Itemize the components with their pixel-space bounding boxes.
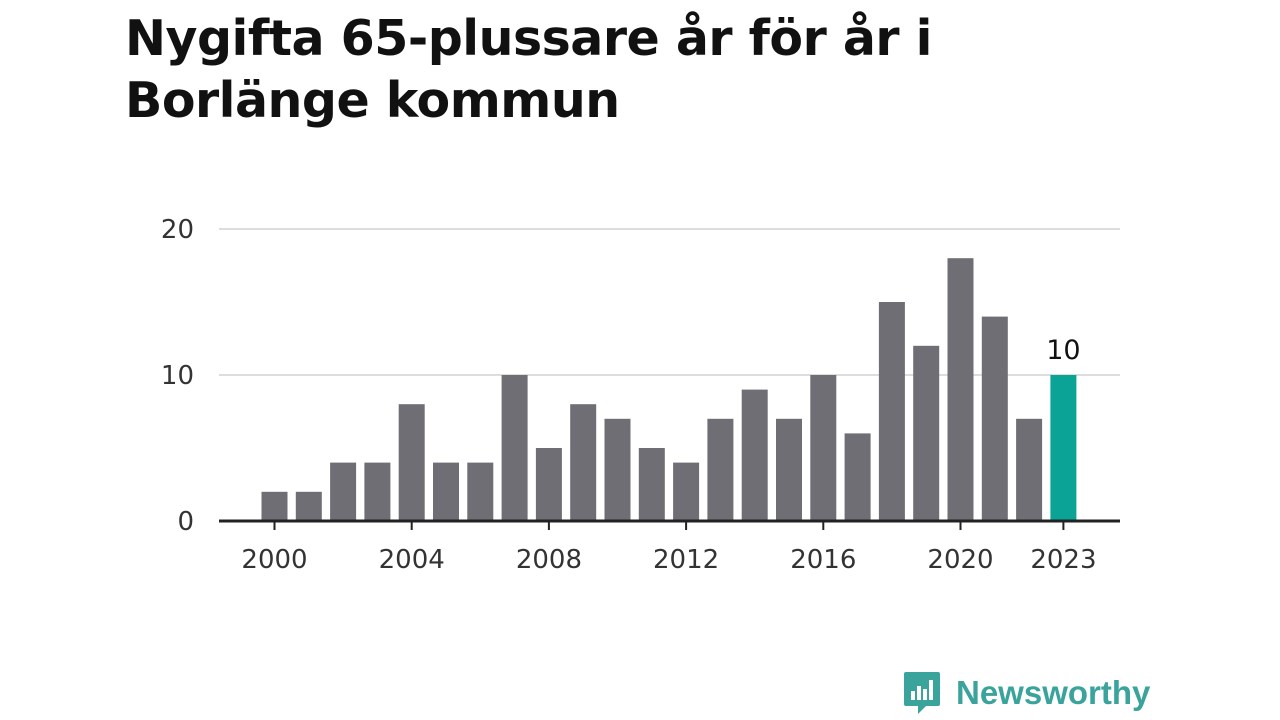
bar-2014 xyxy=(741,389,768,521)
bar-2018 xyxy=(878,302,905,521)
x-tick-label: 2020 xyxy=(927,545,993,575)
x-tick-label: 2004 xyxy=(379,545,445,575)
bar-2022 xyxy=(1016,418,1043,521)
bar-2009 xyxy=(570,404,597,521)
bar-2011 xyxy=(638,448,665,521)
bar-2010 xyxy=(604,418,631,521)
bar-2017 xyxy=(844,433,871,521)
bar-value-label: 10 xyxy=(1046,335,1080,366)
bar-2008 xyxy=(535,448,562,521)
bar-2006 xyxy=(467,462,494,521)
bar-2007 xyxy=(501,375,528,521)
y-tick-label: 10 xyxy=(161,361,194,391)
bar-2020 xyxy=(947,258,974,521)
y-tick-label: 20 xyxy=(161,215,194,245)
bar-2004 xyxy=(398,404,425,521)
x-tick-label: 2012 xyxy=(653,545,719,575)
bar-2013 xyxy=(707,418,734,521)
bar-2019 xyxy=(913,345,940,521)
x-tick-label: 2000 xyxy=(241,545,307,575)
bar-2016 xyxy=(810,375,837,521)
bar-2000 xyxy=(261,491,288,521)
x-tick-label: 2016 xyxy=(790,545,856,575)
x-tick-label: 2008 xyxy=(516,545,582,575)
bar-2003 xyxy=(364,462,391,521)
x-tick-label: 2023 xyxy=(1030,545,1096,575)
bar-2021 xyxy=(981,316,1008,521)
tick-labels: 0 10 20 10 2000 2004 2008 2012 2016 2020 2023 xyxy=(161,215,1097,575)
bar-2001 xyxy=(295,491,322,521)
bar-2015 xyxy=(776,418,802,521)
axes xyxy=(219,519,1120,530)
bar-chart-icon xyxy=(904,672,940,714)
bars xyxy=(261,258,1077,521)
bar-2005 xyxy=(433,462,459,521)
y-tick-label: 0 xyxy=(177,507,194,537)
newsworthy-logo: Newsworthy xyxy=(902,670,1150,716)
bar-2023 xyxy=(1050,375,1077,521)
brand-name: Newsworthy xyxy=(956,674,1151,711)
bar-2012 xyxy=(673,462,700,521)
chart-title: Nygifta 65-plussare år för år i Borlänge… xyxy=(125,10,932,129)
bar-2002 xyxy=(330,462,357,521)
